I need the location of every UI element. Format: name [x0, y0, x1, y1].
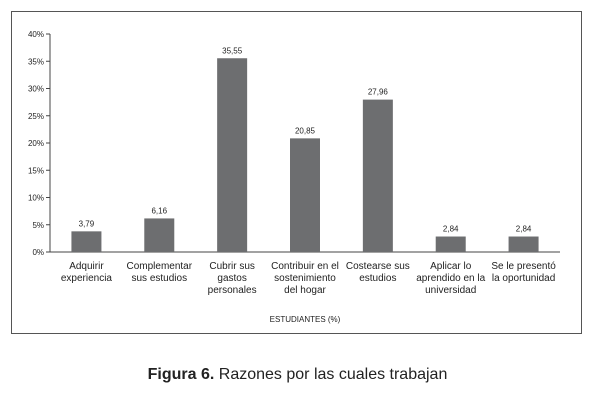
data-label: 27,96: [368, 88, 389, 97]
category-label: Contribuir en el: [271, 261, 339, 272]
y-tick-label: 25%: [28, 112, 44, 121]
y-tick-label: 20%: [28, 139, 44, 148]
bar: [144, 218, 175, 252]
category-label: Cubrir sus: [209, 261, 255, 272]
bar: [362, 99, 393, 252]
category-label: estudios: [359, 273, 396, 284]
category-label: Aplicar lo: [430, 261, 472, 272]
bar: [508, 236, 539, 252]
category-label: personales: [208, 285, 257, 296]
y-tick-label: 35%: [28, 57, 44, 66]
figure-caption-text: Razones por las cuales trabajan: [214, 366, 448, 383]
y-tick-label: 5%: [32, 221, 44, 230]
y-tick-label: 0%: [32, 248, 44, 257]
chart-frame: 0% 5% 10% 15% 20% 25% 30% 35% 40% 3,79 Adquirir exp…: [11, 11, 582, 334]
data-label: 35,55: [222, 46, 243, 55]
bar: [435, 236, 466, 252]
bar: [71, 231, 102, 252]
category-label: aprendido en la: [416, 273, 485, 284]
y-tick-label: 10%: [28, 194, 44, 203]
category-label: universidad: [425, 285, 476, 296]
category-label: Adquirir: [69, 261, 104, 272]
category-label: sostenimiento: [274, 273, 336, 284]
category-label: Costearse sus: [346, 261, 410, 272]
data-label: 2,84: [516, 225, 532, 234]
y-tick-label: 40%: [28, 30, 44, 39]
figure-caption: Figura 6. Razones por las cuales trabaja…: [0, 366, 595, 384]
data-label: 3,79: [79, 219, 95, 228]
bar-chart: 0% 5% 10% 15% 20% 25% 30% 35% 40% 3,79 Adquirirexp…: [28, 30, 560, 324]
category-label: Se le presentó: [491, 261, 556, 272]
category-label: sus estudios: [131, 273, 187, 284]
data-label: 20,85: [295, 126, 316, 135]
category-label: del hogar: [284, 285, 326, 296]
category-label: experiencia: [61, 273, 113, 284]
x-axis-title: ESTUDIANTES (%): [270, 315, 341, 324]
data-label: 6,16: [151, 206, 167, 215]
bar: [290, 138, 320, 252]
data-label: 2,84: [443, 225, 459, 234]
category-label: gastos: [217, 273, 246, 284]
category-label: Complementar: [126, 261, 192, 272]
bar: [217, 58, 248, 252]
figure-caption-label: Figura 6.: [147, 366, 215, 383]
category-label: la oportunidad: [492, 273, 555, 284]
y-tick-label: 15%: [28, 166, 44, 175]
y-tick-label: 30%: [28, 85, 44, 94]
